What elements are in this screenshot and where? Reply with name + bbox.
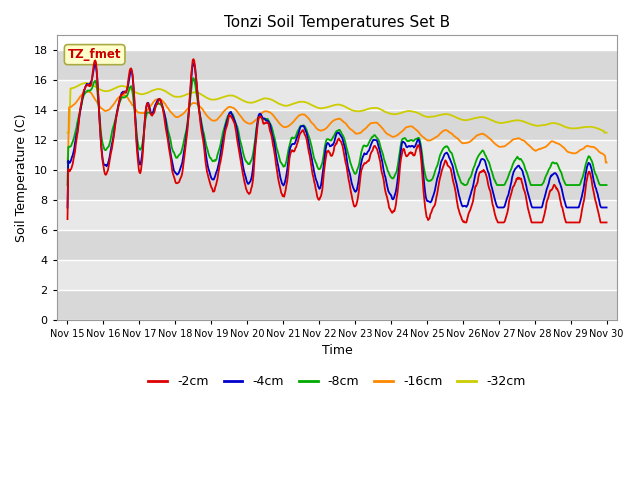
Bar	[57, 260, 618, 290]
Y-axis label: Soil Temperature (C): Soil Temperature (C)	[15, 113, 28, 242]
Bar	[57, 230, 618, 260]
Bar	[57, 110, 618, 140]
Bar	[57, 80, 618, 110]
Bar	[57, 170, 618, 200]
Bar	[57, 50, 618, 80]
Title: Tonzi Soil Temperatures Set B: Tonzi Soil Temperatures Set B	[224, 15, 450, 30]
Text: TZ_fmet: TZ_fmet	[68, 48, 122, 61]
X-axis label: Time: Time	[322, 344, 353, 357]
Bar	[57, 290, 618, 320]
Bar	[57, 200, 618, 230]
Legend: -2cm, -4cm, -8cm, -16cm, -32cm: -2cm, -4cm, -8cm, -16cm, -32cm	[143, 370, 531, 393]
Bar	[57, 140, 618, 170]
